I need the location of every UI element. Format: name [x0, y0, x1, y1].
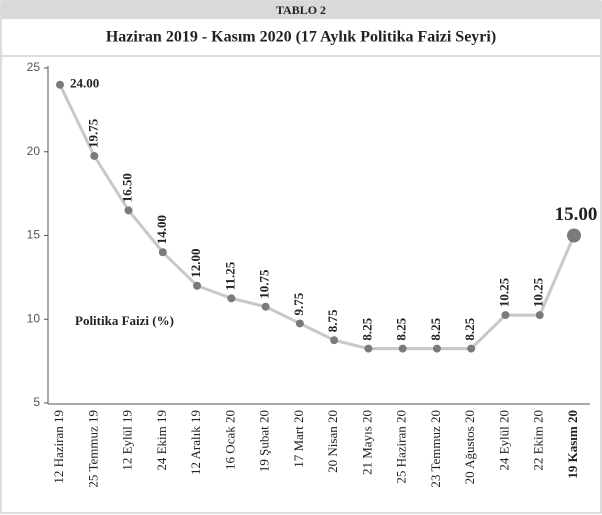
- x-tick-label: 21 Mayıs 20: [359, 410, 374, 475]
- data-label: 15.00: [555, 204, 598, 225]
- point: [193, 281, 202, 290]
- point: [261, 302, 270, 311]
- y-tick-label: 25: [27, 60, 41, 74]
- data-label: 8.25: [394, 317, 409, 340]
- data-label: 10.25: [496, 277, 511, 307]
- header: TABLO 2: [276, 3, 326, 17]
- y-tick-label: 20: [27, 144, 41, 158]
- x-tick-label: 12 Haziran 19: [51, 410, 66, 484]
- x-tick-label: 17 Mart 20: [291, 410, 306, 468]
- data-label: 12.00: [188, 249, 203, 278]
- y-tick-label: 10: [27, 311, 41, 325]
- data-label: 19.75: [85, 118, 100, 148]
- data-label: 14.00: [154, 215, 169, 244]
- data-label: 11.25: [222, 261, 237, 290]
- x-tick-label: 20 Ağustos 20: [462, 410, 477, 484]
- point: [398, 344, 407, 353]
- point: [501, 311, 510, 320]
- x-tick-label: 16 Ocak 20: [222, 410, 237, 470]
- x-tick-label: 12 Eylül 19: [120, 410, 135, 471]
- header-band: [1, 1, 601, 19]
- data-label: 24.00: [70, 76, 99, 91]
- x-tick-label: 19 Şubat 20: [257, 410, 272, 472]
- series-label: Politika Faizi (%): [75, 313, 174, 328]
- point: [227, 294, 236, 303]
- point: [158, 248, 167, 257]
- data-label: 8.25: [359, 317, 374, 340]
- x-tick-label: 24 Eylül 20: [496, 410, 511, 471]
- point: [124, 206, 133, 215]
- x-tick-label: 24 Ekim 19: [154, 410, 169, 471]
- point: [56, 80, 64, 89]
- x-tick-label: 25 Temmuz 19: [85, 410, 100, 488]
- point: [364, 344, 373, 353]
- data-label: 16.50: [120, 173, 135, 202]
- data-label: 8.25: [428, 317, 443, 340]
- point: [567, 228, 581, 243]
- point: [90, 151, 99, 160]
- data-label: 8.75: [325, 309, 340, 332]
- point: [467, 344, 476, 353]
- data-label: 8.25: [462, 317, 477, 340]
- y-tick-label: 15: [27, 228, 41, 242]
- x-tick-label: 25 Haziran 20: [394, 410, 409, 484]
- data-label: 10.75: [257, 269, 272, 299]
- x-tick-label: 20 Nisan 20: [325, 410, 340, 473]
- point: [535, 311, 544, 320]
- x-tick-label: 12 Aralık 19: [188, 410, 203, 475]
- data-label: 10.25: [531, 277, 546, 307]
- x-tick-label: 19 Kasım 20: [565, 410, 580, 479]
- point: [295, 319, 304, 328]
- series-line: [58, 84, 576, 351]
- chart-title: Haziran 2019 - Kasım 2020 (17 Aylık Poli…: [106, 29, 496, 46]
- x-tick-label: 22 Ekim 20: [531, 410, 546, 471]
- point: [330, 336, 339, 345]
- data-label: 9.75: [291, 292, 306, 315]
- x-tick-label: 23 Temmuz 20: [428, 410, 443, 488]
- y-tick-label: 5: [33, 395, 40, 409]
- point: [432, 344, 441, 353]
